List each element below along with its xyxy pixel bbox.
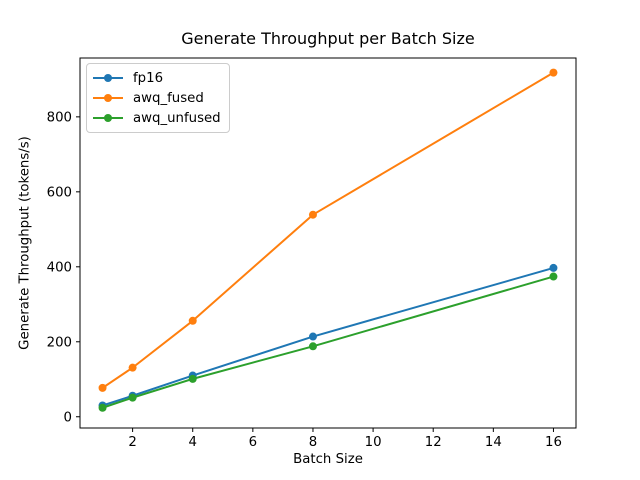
legend-label: fp16 <box>133 70 164 86</box>
x-tick-label: 2 <box>128 435 136 450</box>
legend-line-marker-icon <box>93 94 123 102</box>
series-line-awq_unfused <box>102 275 554 409</box>
y-tick-label: 800 <box>47 110 72 125</box>
chart-title: Generate Throughput per Batch Size <box>181 29 475 48</box>
legend-label: awq_unfused <box>133 110 221 126</box>
series-marker-awq_unfused <box>128 393 137 402</box>
series-marker-awq_unfused <box>308 342 317 351</box>
legend-line-marker-icon <box>93 114 123 122</box>
y-tick-label: 200 <box>47 335 72 350</box>
legend-entry-awq_fused: awq_fused <box>93 88 221 108</box>
y-tick-label: 0 <box>64 410 72 425</box>
legend-line-marker-icon <box>93 74 123 82</box>
x-tick-label: 4 <box>188 435 196 450</box>
y-tick-label: 600 <box>47 185 72 200</box>
x-axis-label: Batch Size <box>293 452 363 467</box>
x-tick-label: 10 <box>365 435 382 450</box>
legend: fp16 awq_fused awq_unfused <box>86 63 230 133</box>
series-marker-fp16 <box>308 332 317 341</box>
legend-label: awq_fused <box>133 90 204 106</box>
x-tick-label: 6 <box>249 435 257 450</box>
series-marker-awq_fused <box>188 316 197 325</box>
series-line-fp16 <box>102 266 554 407</box>
series-marker-awq_fused <box>98 383 107 392</box>
series-marker-fp16 <box>549 263 558 272</box>
x-tick-label: 12 <box>425 435 442 450</box>
y-tick-label: 400 <box>47 260 72 275</box>
legend-entry-awq_unfused: awq_unfused <box>93 108 221 128</box>
series-marker-awq_unfused <box>98 403 107 412</box>
axes-frame <box>79 57 577 429</box>
x-tick-label: 8 <box>309 435 317 450</box>
x-tick-label: 14 <box>485 435 502 450</box>
x-tick-label: 16 <box>545 435 562 450</box>
series-marker-awq_fused <box>549 68 558 77</box>
series-marker-awq_fused <box>128 363 137 372</box>
series-marker-awq_unfused <box>188 374 197 383</box>
legend-entry-fp16: fp16 <box>93 68 221 88</box>
y-axis-label: Generate Throughput (tokens/s) <box>17 136 33 350</box>
series-marker-awq_fused <box>308 210 317 219</box>
series-marker-awq_unfused <box>549 272 558 281</box>
